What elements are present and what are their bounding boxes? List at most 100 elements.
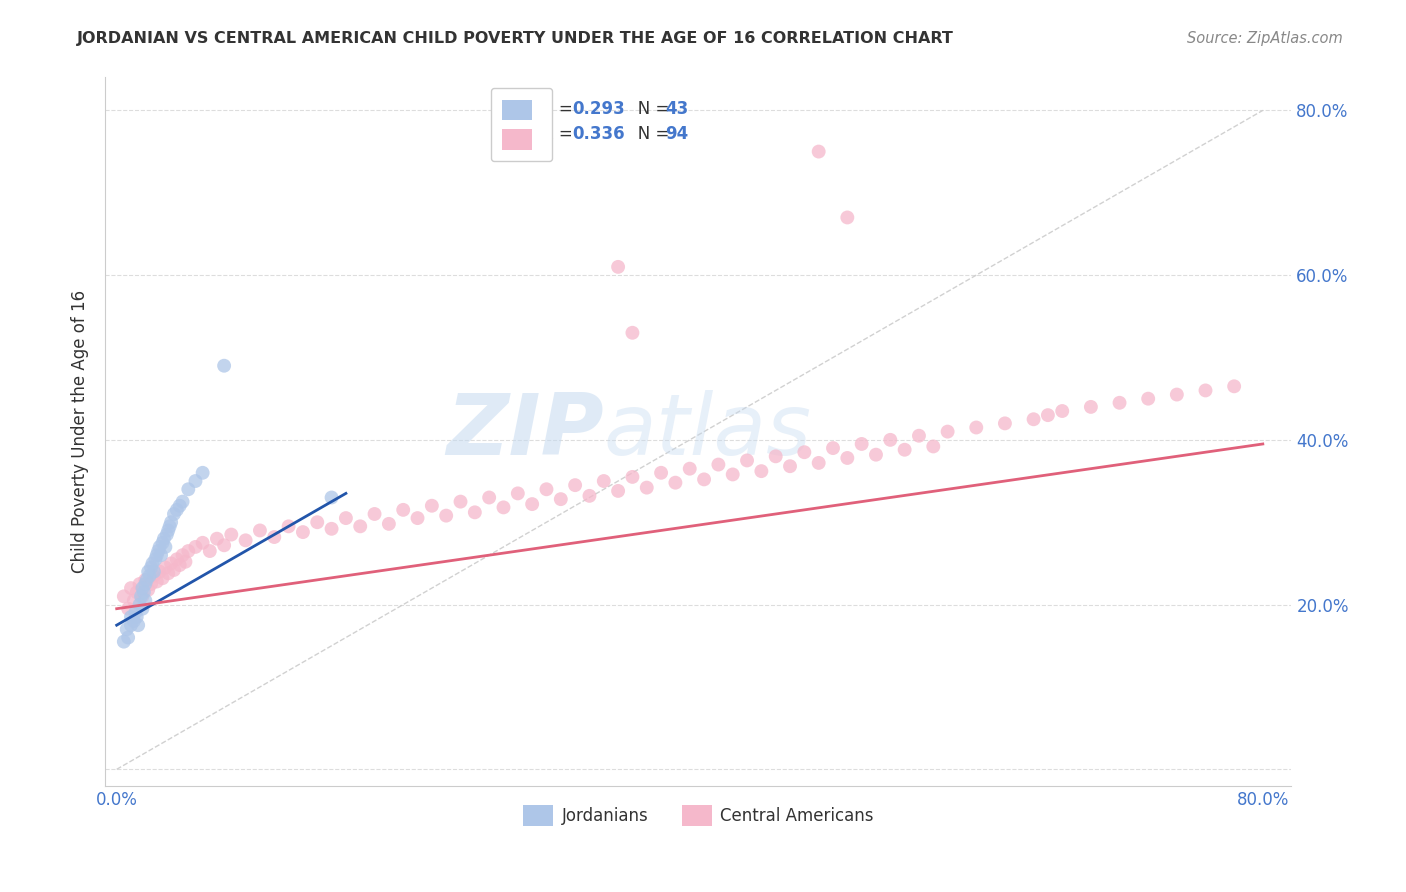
Point xyxy=(120,610,142,624)
Point xyxy=(128,598,150,612)
Point xyxy=(478,491,501,505)
Point xyxy=(112,590,135,604)
Point xyxy=(893,442,915,457)
Point xyxy=(177,483,200,497)
Point xyxy=(392,503,415,517)
Point xyxy=(965,420,987,434)
Point xyxy=(127,618,149,632)
Point xyxy=(879,433,901,447)
Text: 0.336: 0.336 xyxy=(572,125,626,143)
Point xyxy=(506,486,529,500)
Point xyxy=(837,450,859,465)
Point xyxy=(520,497,543,511)
Text: R =: R = xyxy=(541,125,578,143)
Point xyxy=(117,631,139,645)
Point xyxy=(1137,392,1160,406)
Point xyxy=(936,425,959,439)
Point xyxy=(621,470,644,484)
Point xyxy=(198,544,221,558)
Point xyxy=(235,533,257,548)
Y-axis label: Child Poverty Under the Age of 16: Child Poverty Under the Age of 16 xyxy=(72,290,89,574)
Point xyxy=(807,145,830,159)
Point xyxy=(1036,408,1059,422)
Point xyxy=(406,511,429,525)
Point xyxy=(131,601,153,615)
Point xyxy=(155,560,177,574)
Point xyxy=(277,519,299,533)
Point xyxy=(134,593,156,607)
Point xyxy=(128,577,150,591)
Point xyxy=(146,574,169,589)
Point xyxy=(420,499,443,513)
Point xyxy=(363,507,385,521)
Text: atlas: atlas xyxy=(603,390,811,473)
Point xyxy=(122,614,145,628)
Point xyxy=(378,516,401,531)
Point xyxy=(135,573,157,587)
Point xyxy=(159,519,181,533)
Point xyxy=(1166,387,1188,401)
Point xyxy=(149,540,172,554)
Point xyxy=(142,565,165,579)
Text: Source: ZipAtlas.com: Source: ZipAtlas.com xyxy=(1187,31,1343,46)
Point xyxy=(664,475,686,490)
Point xyxy=(149,565,172,579)
Point xyxy=(152,571,174,585)
Point xyxy=(249,524,271,538)
Point xyxy=(607,483,630,498)
Point xyxy=(160,557,183,571)
Point xyxy=(721,467,744,482)
Point xyxy=(621,326,644,340)
Point xyxy=(131,590,153,604)
Point xyxy=(124,606,146,620)
Point xyxy=(125,585,148,599)
Point xyxy=(865,448,887,462)
Point xyxy=(607,260,630,274)
Point xyxy=(751,464,773,478)
Text: R =: R = xyxy=(541,100,578,118)
Point xyxy=(335,511,357,525)
Point xyxy=(263,530,285,544)
Point xyxy=(134,573,156,587)
Point xyxy=(450,494,472,508)
Point xyxy=(139,577,162,591)
Point xyxy=(1194,384,1216,398)
Point xyxy=(564,478,586,492)
Point xyxy=(908,428,931,442)
Point xyxy=(138,568,160,582)
Point xyxy=(172,494,194,508)
Point xyxy=(184,474,207,488)
Point xyxy=(134,577,156,591)
Point xyxy=(693,472,716,486)
Point xyxy=(922,439,945,453)
Point xyxy=(821,441,844,455)
Point xyxy=(157,566,180,581)
Legend: Jordanians, Central Americans: Jordanians, Central Americans xyxy=(515,797,882,834)
Point xyxy=(779,459,801,474)
Point xyxy=(765,450,787,464)
Point xyxy=(157,524,180,538)
Point xyxy=(650,466,672,480)
Point xyxy=(212,538,235,552)
Point xyxy=(166,503,188,517)
Text: 43: 43 xyxy=(665,100,689,118)
Point xyxy=(184,540,207,554)
Point xyxy=(464,505,486,519)
Point xyxy=(578,489,600,503)
Point xyxy=(1022,412,1045,426)
Point xyxy=(115,622,138,636)
Point xyxy=(155,540,177,554)
Point xyxy=(321,522,343,536)
Point xyxy=(307,515,329,529)
Point xyxy=(735,453,758,467)
Point xyxy=(143,552,166,566)
Text: N =: N = xyxy=(623,125,675,143)
Point xyxy=(146,548,169,562)
Point xyxy=(122,593,145,607)
Text: 0.293: 0.293 xyxy=(572,100,626,118)
Point xyxy=(117,601,139,615)
Point xyxy=(1050,404,1073,418)
Point xyxy=(592,474,614,488)
Point xyxy=(120,581,142,595)
Point xyxy=(112,634,135,648)
